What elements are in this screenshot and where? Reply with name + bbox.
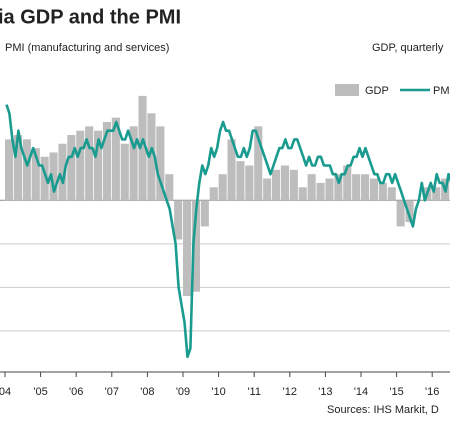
gdp-bar: [369, 178, 378, 201]
x-tick-label: '10: [211, 386, 225, 398]
gdp-bar: [174, 200, 183, 240]
legend-label: PM: [433, 85, 450, 97]
x-tick-label: '11: [247, 386, 261, 398]
gdp-bar: [200, 200, 209, 227]
gdp-bar: [289, 169, 298, 201]
x-tick-label: '09: [176, 386, 190, 398]
gdp-bar: [405, 200, 414, 223]
gdp-bar: [120, 143, 129, 201]
pmi-line: [5, 104, 450, 359]
x-tick-label: '15: [389, 386, 403, 398]
gdp-bar: [387, 187, 396, 201]
gdp-bar: [102, 121, 111, 201]
gdp-bar: [316, 182, 325, 201]
gdp-bar: [361, 174, 370, 201]
x-tick-label: '05: [33, 386, 47, 398]
legend-swatch: [335, 84, 359, 96]
gdp-bar: [272, 169, 281, 201]
gdp-bar: [76, 130, 85, 201]
gdp-bar: [85, 126, 94, 201]
source: Sources: IHS Markit, D: [327, 404, 439, 416]
gdp-bar: [254, 126, 263, 201]
subtitle: PMI (manufacturing and services): [5, 42, 169, 54]
x-tick-label: '13: [318, 386, 332, 398]
gdp-bar: [129, 126, 138, 201]
gdp-bar: [58, 143, 67, 201]
gdp-bar: [396, 200, 405, 227]
gdp-bar: [307, 174, 316, 201]
gdp-bar: [263, 178, 272, 201]
x-tick-label: '08: [140, 386, 154, 398]
gdp-bar: [40, 156, 49, 201]
x-tick-label: '06: [69, 386, 83, 398]
gdp-bar: [334, 174, 343, 201]
legend-label: GDP: [365, 85, 389, 97]
x-tick-label: '07: [105, 386, 119, 398]
gdp-bar: [343, 165, 352, 201]
gdp-bar: [67, 135, 76, 201]
x-tick-label: '12: [283, 386, 297, 398]
x-tick-label: 04: [0, 386, 11, 398]
x-tick-label: '14: [354, 386, 368, 398]
gdp-bar: [209, 187, 218, 201]
gdp-bar: [13, 135, 22, 201]
chart-title: ia GDP and the PMI: [0, 6, 181, 28]
x-tick-label: '16: [425, 386, 439, 398]
gdp-bar: [165, 174, 174, 201]
gdp-bar: [183, 200, 192, 297]
gdp-bar: [94, 130, 103, 201]
gdp-bar: [298, 187, 307, 201]
gdp-bar: [227, 139, 236, 201]
right-axis-label: GDP, quarterly: [372, 42, 444, 54]
gdp-bar: [147, 113, 156, 201]
gdp-bar: [245, 165, 254, 201]
gdp-bar: [31, 148, 40, 201]
gdp-bar: [111, 117, 120, 201]
gdp-bar: [432, 187, 441, 201]
gdp-bar: [138, 95, 147, 201]
gdp-bar: [378, 182, 387, 201]
gdp-bar: [5, 139, 14, 201]
gdp-bar: [236, 161, 245, 201]
gdp-bar: [218, 174, 227, 201]
gdp-bar: [156, 126, 165, 201]
gdp-bar: [325, 178, 334, 201]
gdp-bar: [49, 152, 58, 201]
gdp-bar: [280, 165, 289, 201]
gdp-bar: [352, 174, 361, 201]
gdp-bar: [22, 139, 31, 201]
gdp-bar: [191, 200, 200, 292]
